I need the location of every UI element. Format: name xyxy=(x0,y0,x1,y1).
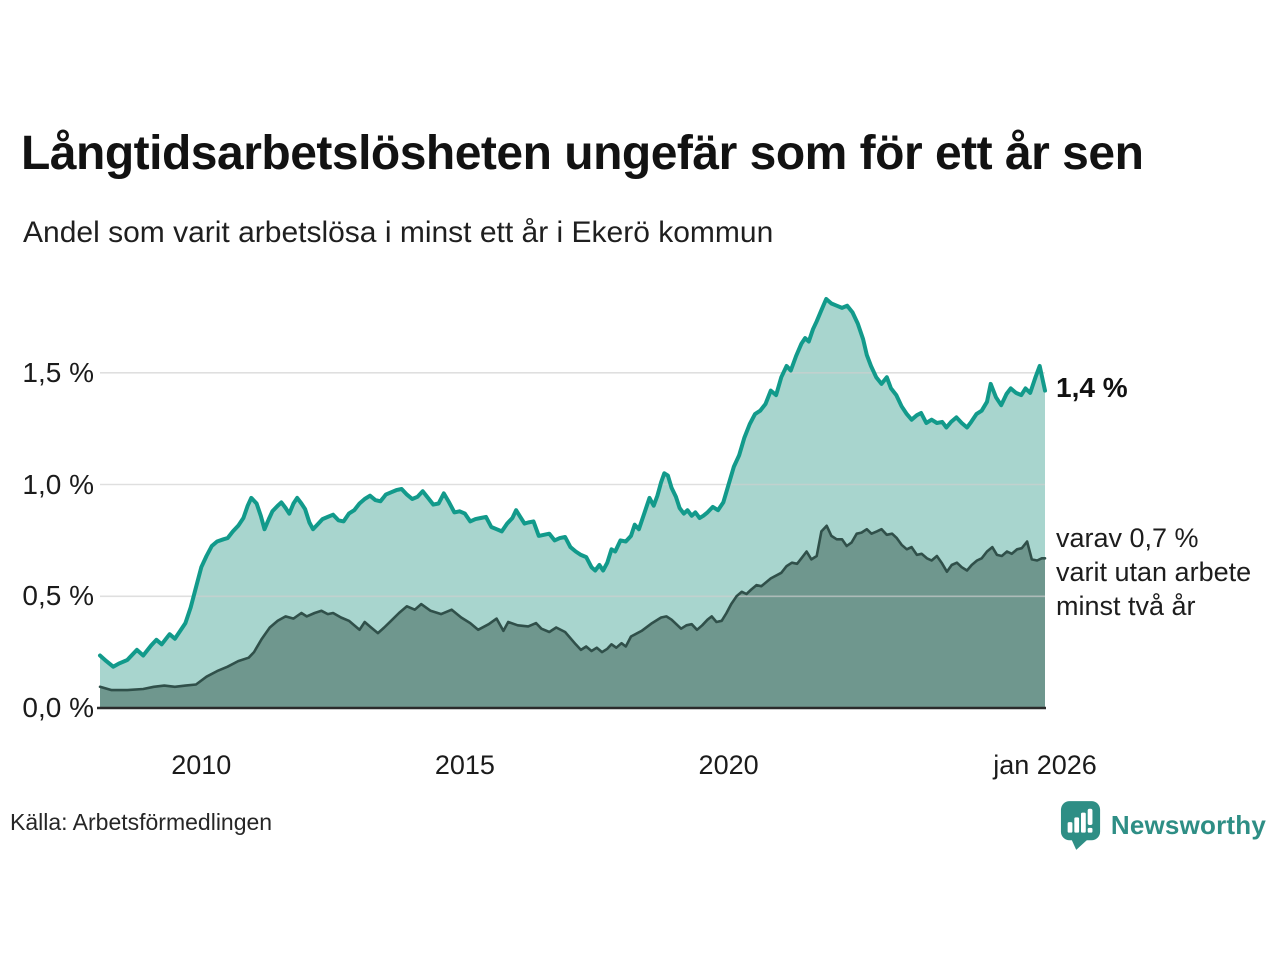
latest-total-value-label: 1,4 % xyxy=(1056,372,1128,403)
x-tick-label: 2010 xyxy=(171,750,232,780)
y-tick-label: 1,0 % xyxy=(22,468,94,500)
brand-logo: Newsworthy xyxy=(1060,800,1266,850)
newsworthy-icon xyxy=(1060,801,1100,850)
two-year-series-line xyxy=(98,524,1047,692)
page-subtitle: Andel som varit arbetslösa i minst ett å… xyxy=(23,216,774,249)
brand-name: Newsworthy xyxy=(1110,809,1266,840)
two-year-series-area xyxy=(100,525,1045,708)
x-tick-label: jan 2026 xyxy=(993,750,1097,780)
page-title: Långtidsarbetslösheten ungefär som för e… xyxy=(21,127,1144,180)
annotation-line-2: varit utan arbete xyxy=(1056,557,1252,587)
y-tick-label: 0,5 % xyxy=(22,580,94,612)
annotation-line-3: minst två år xyxy=(1056,591,1196,621)
two-year-series-annotation: varav 0,7 % varit utan arbete minst två … xyxy=(1056,521,1251,623)
x-tick-label: 2015 xyxy=(434,750,495,780)
y-tick-label: 1,5 % xyxy=(22,356,94,388)
y-tick-label: 0,0 % xyxy=(22,692,94,723)
x-tick-label: 2020 xyxy=(698,750,759,780)
total-series-line xyxy=(98,297,1047,669)
annotation-line-1: varav 0,7 % xyxy=(1056,523,1199,553)
source-credit: Källa: Arbetsförmedlingen xyxy=(10,809,273,835)
